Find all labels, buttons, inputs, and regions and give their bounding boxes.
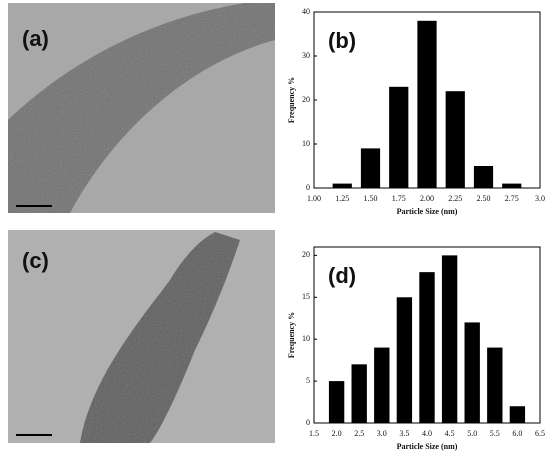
- x-tick-label: 5.5: [490, 429, 500, 438]
- y-tick-label: 5: [306, 376, 310, 385]
- y-tick-label: 10: [302, 334, 310, 343]
- bar: [352, 364, 367, 423]
- x-axis-title: Particle Size (nm): [397, 207, 458, 216]
- figure: (a) (c) 0102030401.001.251.501.752.002.2…: [0, 0, 548, 453]
- bar: [510, 406, 525, 423]
- x-tick-label: 4.5: [445, 429, 455, 438]
- y-tick-label: 40: [302, 7, 310, 16]
- bar: [417, 21, 436, 188]
- x-tick-label: 1.75: [392, 194, 406, 203]
- x-tick-label: 1.5: [309, 429, 319, 438]
- panel-title: (b): [328, 28, 356, 53]
- bar: [419, 272, 434, 423]
- panel-label: (c): [22, 248, 49, 273]
- y-tick-label: 20: [302, 250, 310, 259]
- bar: [487, 348, 502, 423]
- bar: [389, 87, 408, 188]
- x-tick-label: 6.0: [512, 429, 522, 438]
- x-tick-label: 2.0: [332, 429, 342, 438]
- x-tick-label: 3.5: [399, 429, 409, 438]
- bar: [474, 166, 493, 188]
- x-tick-label: 2.50: [477, 194, 491, 203]
- y-axis-title: Frequency %: [287, 77, 296, 123]
- x-tick-label: 2.5: [354, 429, 364, 438]
- y-tick-label: 30: [302, 51, 310, 60]
- y-tick-label: 15: [302, 292, 310, 301]
- x-tick-label: 2.25: [448, 194, 462, 203]
- y-axis-title: Frequency %: [287, 312, 296, 358]
- y-tick-label: 10: [302, 139, 310, 148]
- bar: [446, 91, 465, 188]
- bar: [442, 255, 457, 423]
- bar: [333, 184, 352, 188]
- x-tick-label: 3.0: [535, 194, 545, 203]
- y-tick-label: 20: [302, 95, 310, 104]
- x-tick-label: 2.75: [505, 194, 519, 203]
- x-tick-label: 5.0: [467, 429, 477, 438]
- panel-label: (a): [22, 26, 49, 51]
- y-tick-label: 0: [306, 183, 310, 192]
- y-tick-label: 0: [306, 418, 310, 427]
- x-tick-label: 3.0: [377, 429, 387, 438]
- bar: [361, 148, 380, 188]
- x-axis-title: Particle Size (nm): [397, 442, 458, 451]
- x-tick-label: 2.00: [420, 194, 434, 203]
- bar: [397, 297, 412, 423]
- page: {"images": [{"label": "(a)"}, {"label": …: [0, 0, 548, 453]
- bar: [374, 348, 389, 423]
- x-tick-label: 1.25: [335, 194, 349, 203]
- bar: [502, 184, 521, 188]
- bar: [465, 322, 480, 423]
- panel-title: (d): [328, 263, 356, 288]
- x-tick-label: 1.50: [364, 194, 378, 203]
- x-tick-label: 4.0: [422, 429, 432, 438]
- x-tick-label: 1.00: [307, 194, 321, 203]
- x-tick-label: 6.5: [535, 429, 545, 438]
- bar: [329, 381, 344, 423]
